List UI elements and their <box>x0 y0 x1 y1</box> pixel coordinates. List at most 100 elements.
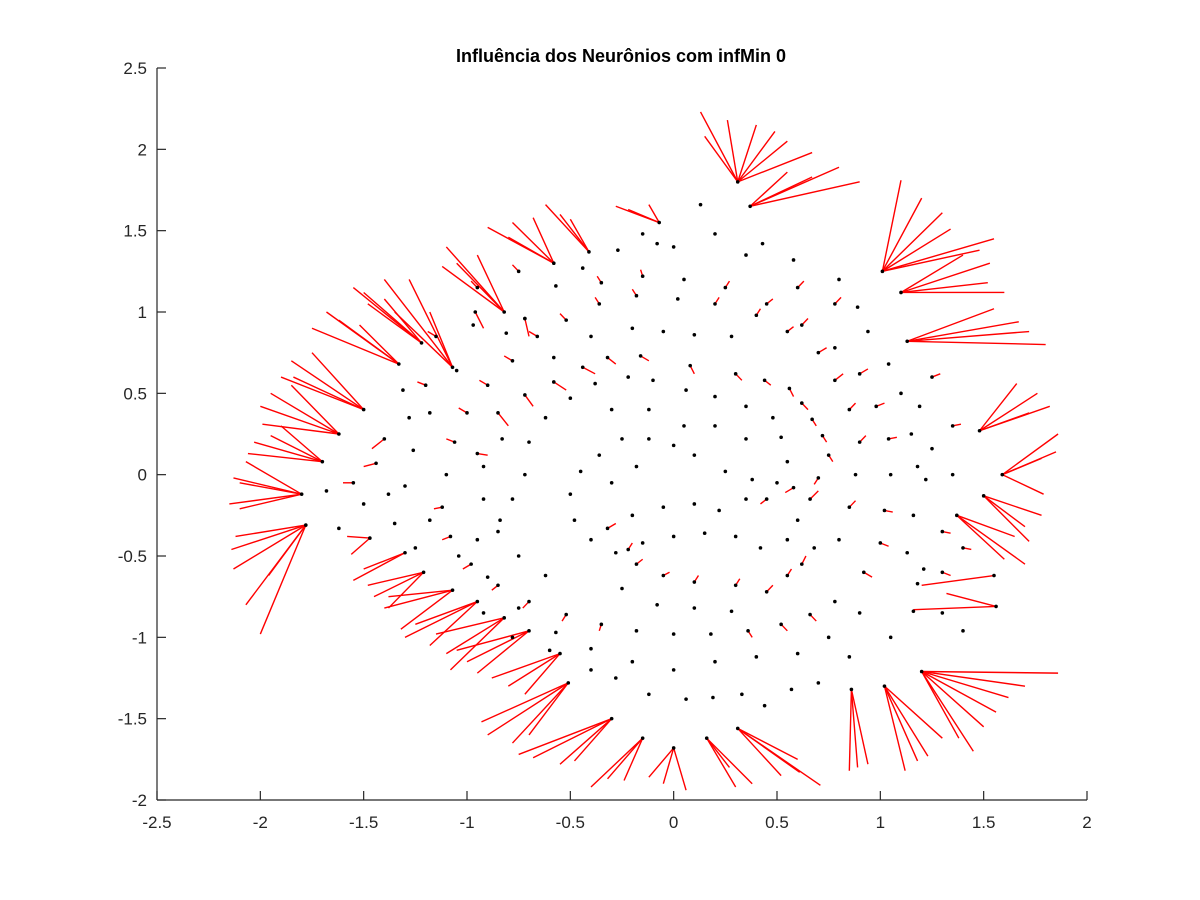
neuron-point <box>651 378 655 383</box>
influence-line <box>883 685 929 757</box>
neuron-point <box>849 687 854 692</box>
influence-line <box>311 327 400 365</box>
influence-line <box>260 405 340 435</box>
neuron-point <box>992 573 996 578</box>
neuron-point <box>661 505 666 510</box>
influence-line <box>882 228 951 272</box>
influence-line <box>476 254 505 313</box>
influence-line <box>882 238 995 273</box>
neuron-point <box>661 329 666 334</box>
influence-line <box>662 747 675 784</box>
neuron-point <box>475 599 480 604</box>
influence-line <box>737 140 788 183</box>
influence-line <box>363 291 422 344</box>
neuron-point <box>847 407 852 412</box>
neuron-point <box>917 404 922 409</box>
neuron-point <box>911 513 916 518</box>
neuron-point <box>471 323 476 327</box>
neuron-point <box>543 415 548 420</box>
neuron-point <box>899 391 903 396</box>
neuron-point <box>940 611 945 615</box>
neuron-point <box>692 332 697 337</box>
neuron-point <box>450 365 455 370</box>
influence-line <box>528 682 569 736</box>
neuron-point <box>888 635 893 640</box>
neuron-point <box>456 554 461 558</box>
neuron-point <box>684 388 688 392</box>
influence-line <box>408 279 454 368</box>
influence-line <box>415 600 478 625</box>
neuron-point <box>762 703 767 708</box>
influence-line <box>906 308 995 342</box>
neuron-point <box>833 378 837 383</box>
influence-line <box>907 340 1046 346</box>
neuron-point <box>568 396 573 401</box>
neuron-point <box>580 266 585 270</box>
neuron-point <box>304 523 308 527</box>
neuron-point <box>640 232 645 236</box>
influence-line <box>253 441 323 463</box>
influence-line <box>524 653 561 695</box>
influence-line <box>956 514 1026 565</box>
neuron-point <box>692 580 697 584</box>
neuron-point <box>791 485 796 490</box>
influence-line <box>737 131 776 183</box>
influence-line <box>507 236 555 264</box>
influence-line <box>749 181 860 207</box>
neuron-point <box>950 424 955 428</box>
neuron-point <box>475 537 480 542</box>
neuron-point <box>580 365 585 370</box>
neuron-point <box>713 659 717 664</box>
neuron-point <box>723 285 728 290</box>
neuron-point <box>572 518 577 523</box>
neuron-point <box>733 583 738 588</box>
influence-line <box>233 524 307 570</box>
neuron-point <box>554 630 558 635</box>
neuron-point <box>800 323 804 327</box>
influence-line <box>262 423 339 435</box>
x-tick-label: -1.5 <box>349 813 378 832</box>
neuron-point <box>748 204 752 209</box>
neuron-point <box>857 372 862 376</box>
influence-line <box>280 376 364 411</box>
influence-line <box>553 381 567 391</box>
influence-line <box>979 412 1030 432</box>
y-tick-label: 0.5 <box>123 384 147 403</box>
neuron-point <box>634 629 639 633</box>
influence-line <box>573 718 613 762</box>
neuron-point <box>760 241 765 246</box>
neuron-point <box>481 464 486 469</box>
y-tick-label: -2 <box>132 791 147 810</box>
influence-line <box>627 208 660 224</box>
influence-line <box>607 737 644 780</box>
influence-line <box>532 718 612 759</box>
influence-line <box>737 151 813 183</box>
neuron-point <box>589 668 593 672</box>
neuron-point <box>444 472 449 477</box>
neuron-point <box>787 386 792 391</box>
neuron-point <box>729 334 734 339</box>
neuron-point <box>397 362 401 366</box>
neuron-point <box>657 220 661 225</box>
neuron-point <box>481 497 486 501</box>
neuron-point <box>434 334 438 339</box>
neuron-point <box>564 612 568 617</box>
neuron-point <box>337 526 341 531</box>
influence-line <box>290 360 365 411</box>
neuron-point <box>609 407 614 412</box>
neuron-point <box>634 464 639 469</box>
neuron-point <box>950 472 955 477</box>
neuron-point <box>775 481 779 485</box>
neuron-point <box>915 581 920 586</box>
neuron-point <box>795 518 800 523</box>
neuron-point <box>671 668 676 672</box>
influence-line <box>383 298 423 344</box>
y-tick-label: -1.5 <box>118 710 147 729</box>
neuron-point <box>820 433 825 438</box>
influence-line <box>363 552 406 570</box>
influence-line <box>956 514 1005 560</box>
neuron-point <box>671 632 676 636</box>
influence-line <box>384 589 453 609</box>
influence-line <box>481 682 569 723</box>
neuron-point <box>647 692 651 697</box>
